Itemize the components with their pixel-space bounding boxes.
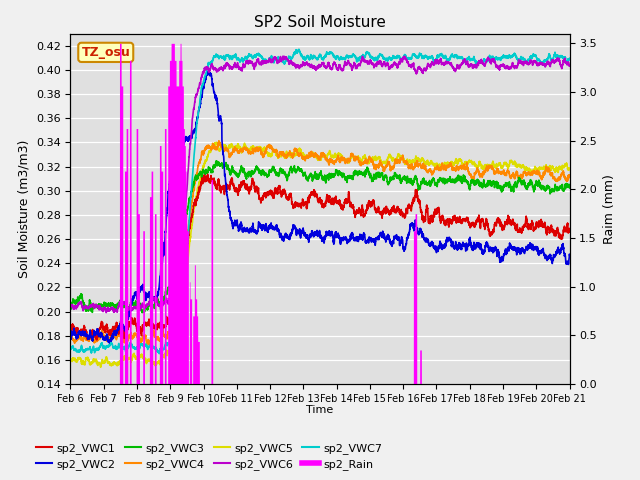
X-axis label: Time: Time xyxy=(307,405,333,415)
Text: TZ_osu: TZ_osu xyxy=(81,46,130,59)
Y-axis label: Soil Moisture (m3/m3): Soil Moisture (m3/m3) xyxy=(17,140,30,278)
Title: SP2 Soil Moisture: SP2 Soil Moisture xyxy=(254,15,386,30)
Legend: sp2_VWC1, sp2_VWC2, sp2_VWC3, sp2_VWC4, sp2_VWC5, sp2_VWC6, sp2_VWC7, sp2_Rain: sp2_VWC1, sp2_VWC2, sp2_VWC3, sp2_VWC4, … xyxy=(31,438,387,474)
Y-axis label: Raim (mm): Raim (mm) xyxy=(603,174,616,244)
